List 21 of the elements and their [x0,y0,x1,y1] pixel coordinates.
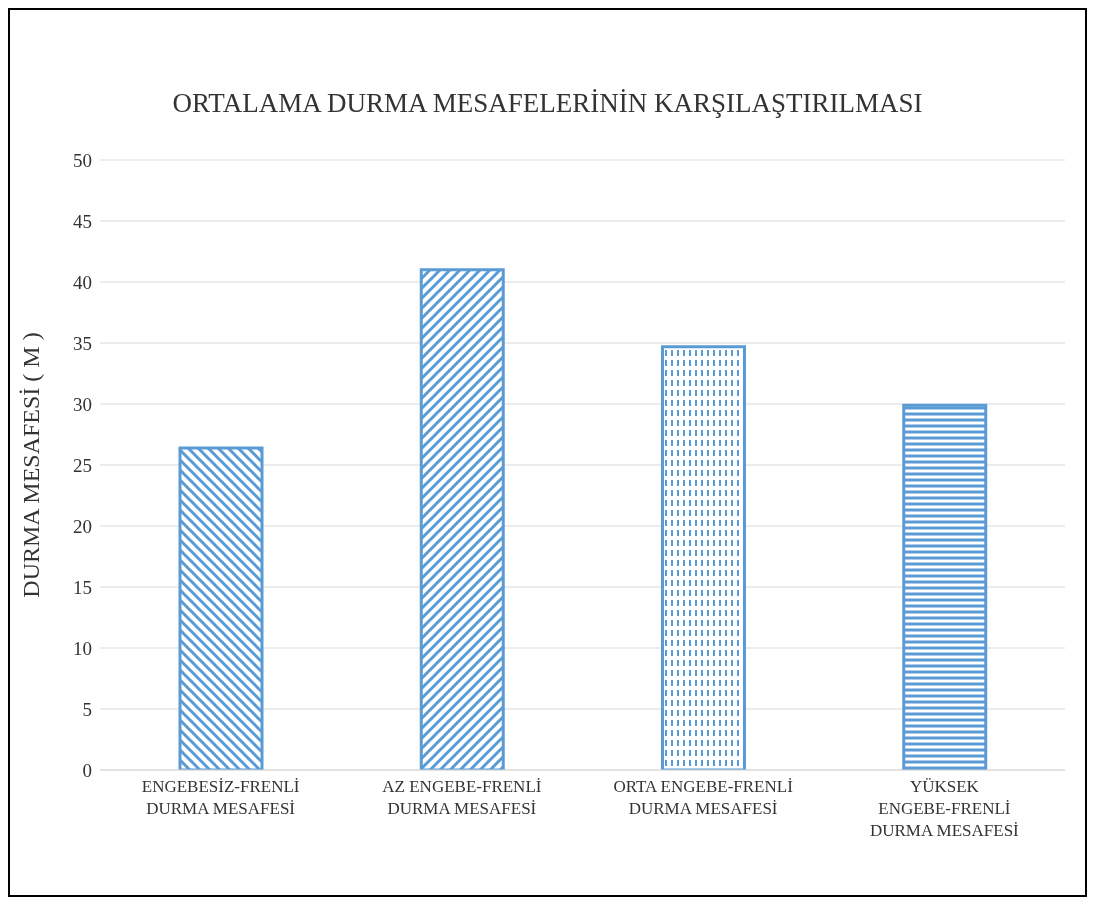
bar [419,268,505,770]
y-tick-label: 45 [73,210,92,232]
bar [902,403,988,770]
y-tick-label: 15 [73,576,92,598]
y-tick-label: 5 [82,698,92,720]
x-tick-label: ORTA ENGEBE-FRENLİ DURMA MESAFESİ [613,777,794,818]
y-tick-label: 40 [73,271,92,293]
y-tick-label: 20 [73,515,92,537]
y-axis-title: DURMA MESAFESİ ( M ) [17,332,44,598]
chart-title: ORTALAMA DURMA MESAFELERİNİN KARŞILAŞTIRILMASI [171,88,924,119]
bar [661,345,746,770]
x-tick-label: ENGEBESİZ-FRENLİ DURMA MESAFESİ [141,777,300,818]
y-tick-label: 50 [73,149,92,171]
x-tick-label: AZ ENGEBE-FRENLİ DURMA MESAFESİ [382,777,542,818]
y-tick-label: 10 [73,637,92,659]
x-tick-label: YÜKSEK ENGEBE-FRENLİ DURMA MESAFESİ [869,777,1020,840]
y-tick-label: 30 [73,393,92,415]
y-tick-label: 0 [82,759,92,781]
y-tick-label: 25 [73,454,92,476]
bar [178,446,264,770]
y-tick-label: 35 [73,332,92,354]
